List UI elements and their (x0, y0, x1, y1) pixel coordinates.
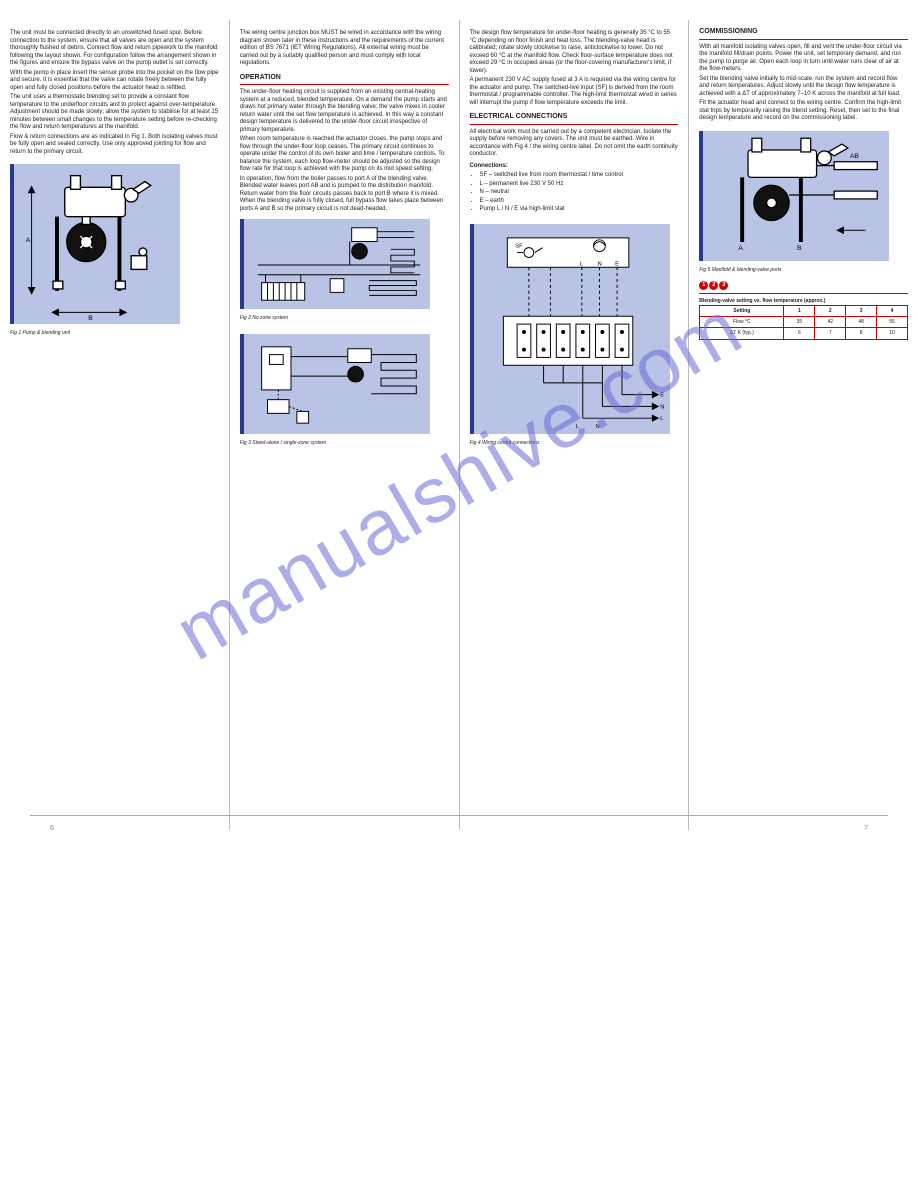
list-item: SF – switched live from room thermostat … (480, 172, 679, 180)
table-row: Flow °C 35 42 48 55 (700, 317, 908, 328)
section-rule (699, 293, 908, 294)
port-label: B (797, 245, 802, 252)
figure-caption: Fig 3 Stand-alone / single-zone system (240, 440, 449, 446)
paragraph: The wiring centre junction box MUST be w… (240, 30, 449, 68)
dim-label: A (26, 237, 31, 244)
figure-2-no-zone (240, 219, 430, 309)
figure-caption: Fig 2 No zone system (240, 315, 449, 321)
section-heading: COMMISSIONING (699, 28, 908, 37)
step-circles: 1 2 3 (699, 281, 728, 290)
svg-text:E: E (615, 261, 619, 267)
table-cell: 6 (784, 328, 815, 339)
table-header: 3 (846, 305, 877, 316)
svg-text:N: N (595, 424, 599, 430)
table-header-circles: 1 2 3 (699, 281, 908, 291)
paragraph: With all manifold isolating valves open,… (699, 44, 908, 74)
connection-list: SF – switched live from room thermostat … (480, 172, 679, 214)
paragraph: Connections: (470, 163, 679, 171)
system-schematic-icon (244, 219, 430, 309)
paragraph: A permanent 230 V AC supply fused at 3 A… (470, 77, 679, 107)
figure-1-pump-unit: A B (10, 164, 180, 324)
table-cell: 48 (846, 317, 877, 328)
figure-caption: Fig 5 Manifold & blending-valve ports (699, 267, 908, 273)
list-item: Pump L / N / E via high-limit stat (480, 206, 679, 214)
list-item: N – neutral (480, 189, 679, 197)
terminal-label: E (660, 392, 664, 398)
table-cell: Flow °C (700, 317, 784, 328)
section-heading: ELECTRICAL CONNECTIONS (470, 113, 679, 122)
table-cell: 8 (846, 328, 877, 339)
table-cell: 10 (877, 328, 908, 339)
table-header: 1 (784, 305, 815, 316)
step-circle: 2 (709, 281, 718, 290)
commissioning-table: Blending-valve setting vs. flow temperat… (699, 298, 908, 340)
paragraph: The unit uses a thermostatic blending se… (10, 94, 219, 132)
table-caption: Blending-valve setting vs. flow temperat… (699, 298, 908, 305)
svg-text:N: N (597, 261, 601, 267)
list-item: E – earth (480, 198, 679, 206)
step-circle: 1 (699, 281, 708, 290)
step-circle: 3 (719, 281, 728, 290)
section-rule (699, 39, 908, 40)
table-cell: ΔT K (typ.) (700, 328, 784, 339)
figure-caption: Fig 4 Wiring centre connections (470, 440, 679, 446)
column-3: The design flow temperature for under-fl… (460, 20, 690, 830)
table-cell: 42 (815, 317, 846, 328)
svg-text:SF: SF (515, 243, 523, 249)
table-cell: 35 (784, 317, 815, 328)
page-number-left: 6 (50, 825, 54, 832)
table-header: 2 (815, 305, 846, 316)
pump-unit-icon: A B (14, 164, 180, 324)
table-row: Setting 1 2 3 4 (700, 305, 908, 316)
paragraph: The unit must be connected directly to a… (10, 30, 219, 68)
figure-5-ports: A B AB (699, 131, 889, 261)
table-cell: 7 (815, 328, 846, 339)
terminal-label: N (660, 404, 664, 410)
paragraph: Set the blending valve initially to mid-… (699, 76, 908, 99)
table-row: ΔT K (typ.) 6 7 8 10 (700, 328, 908, 339)
paragraph: All electrical work must be carried out … (470, 129, 679, 159)
table-header: Setting (700, 305, 784, 316)
standalone-schematic-icon (244, 334, 430, 434)
figure-caption: Fig 1 Pump & blending unit (10, 330, 219, 336)
table-header: 4 (877, 305, 908, 316)
spread-columns: The unit must be connected directly to a… (0, 20, 918, 830)
section-rule (240, 84, 449, 85)
port-label: AB (850, 153, 860, 160)
list-item: L – permanent live 230 V 50 Hz (480, 181, 679, 189)
column-4: COMMISSIONING With all manifold isolatin… (689, 20, 918, 830)
paragraph: With the pump in place insert the sensor… (10, 70, 219, 93)
section-heading: OPERATION (240, 74, 449, 83)
column-2: The wiring centre junction box MUST be w… (230, 20, 460, 830)
wiring-diagram-icon: SF L N E (474, 224, 670, 434)
table-cell: 55 (877, 317, 908, 328)
figure-3-single-zone (240, 334, 430, 434)
paragraph: The design flow temperature for under-fl… (470, 30, 679, 75)
paragraph: When room temperature is reached the act… (240, 136, 449, 174)
manifold-ports-icon: A B AB (703, 131, 889, 261)
port-label: A (738, 245, 743, 252)
paragraph: The under-floor heating circuit is suppl… (240, 89, 449, 134)
manual-spread-page: The unit must be connected directly to a… (0, 0, 918, 1188)
figure-4-wiring: SF L N E (470, 224, 670, 434)
paragraph: Flow & return connections are as indicat… (10, 134, 219, 157)
page-number-right: 7 (864, 825, 868, 832)
section-rule (470, 124, 679, 125)
paragraph: In operation, flow from the boiler passe… (240, 176, 449, 214)
column-1: The unit must be connected directly to a… (0, 20, 230, 830)
paragraph: Fit the actuator head and connect to the… (699, 100, 908, 123)
dim-label: B (88, 315, 93, 322)
footer-rule (30, 815, 888, 816)
